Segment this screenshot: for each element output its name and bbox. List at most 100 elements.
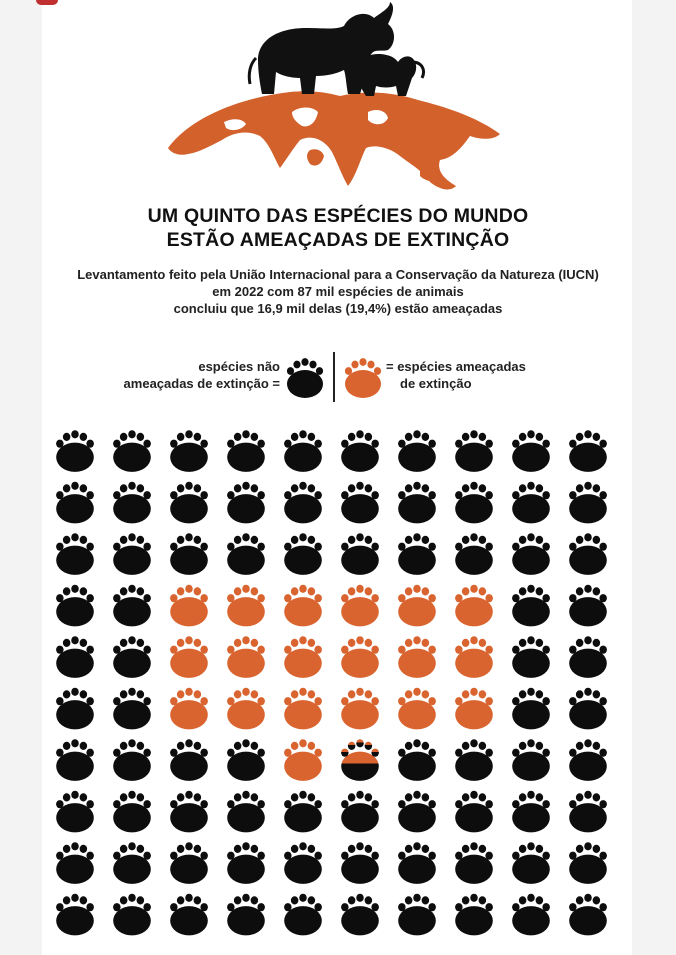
paw-icon	[512, 790, 550, 833]
paw-icon	[227, 584, 265, 627]
paw-icon	[170, 636, 208, 678]
paw-icon	[284, 430, 322, 472]
paw-icon	[344, 358, 382, 398]
paw-icon	[113, 533, 151, 575]
paw-icon	[569, 584, 607, 627]
paw-icon	[284, 636, 322, 678]
paw-icon	[398, 790, 436, 833]
subtitle-line-1: Levantamento feito pela União Internacio…	[77, 267, 599, 282]
frame-right	[632, 0, 676, 955]
subtitle-line-2: em 2022 com 87 mil espécies de animais	[212, 284, 464, 299]
paw-icon	[341, 790, 379, 833]
paw-icon	[56, 893, 94, 936]
paw-icon	[455, 533, 493, 575]
paw-icon	[227, 636, 265, 678]
paw-icon	[170, 893, 208, 936]
paw-icon	[341, 739, 379, 781]
paw-icon	[284, 842, 322, 884]
paw-icon	[227, 430, 265, 472]
paw-icon	[341, 584, 379, 627]
paw-icon	[569, 481, 607, 524]
paw-icon	[455, 739, 493, 781]
paw-icon	[170, 790, 208, 833]
title-line-1: UM QUINTO DAS ESPÉCIES DO MUNDO	[147, 205, 529, 227]
legend-divider	[333, 352, 335, 402]
paw-icon	[113, 739, 151, 781]
paw-icon	[512, 893, 550, 936]
paw-icon	[455, 430, 493, 472]
paw-icon	[398, 739, 436, 781]
paw-icon	[341, 430, 379, 472]
paw-icon	[113, 636, 151, 678]
title-line-2: ESTÃO AMEAÇADAS DE EXTINÇÃO	[166, 229, 510, 251]
paw-icon	[56, 584, 94, 627]
paw-icon	[341, 481, 379, 524]
paw-icon	[284, 481, 322, 524]
paw-icon	[113, 842, 151, 884]
subtitle: Levantamento feito pela União Internacio…	[0, 266, 676, 317]
legend-threatened-line-1: = espécies ameaçadas	[386, 359, 526, 374]
paw-icon	[569, 842, 607, 884]
paw-icon	[56, 481, 94, 524]
paw-icon	[569, 687, 607, 730]
paw-icon	[455, 584, 493, 627]
paw-icon	[512, 687, 550, 730]
paw-icon	[455, 842, 493, 884]
paw-icon	[113, 584, 151, 627]
world-map	[168, 91, 500, 190]
paw-icon	[455, 687, 493, 730]
paw-icon	[227, 790, 265, 833]
map-gaps	[224, 107, 388, 131]
paw-icon	[227, 533, 265, 575]
top-mark	[36, 0, 58, 5]
paw-icon	[284, 687, 322, 730]
paw-icon	[113, 481, 151, 524]
paw-icon	[56, 430, 94, 472]
paw-icon	[569, 739, 607, 781]
paw-icon	[512, 430, 550, 472]
paw-icon	[398, 687, 436, 730]
paw-icon	[284, 584, 322, 627]
paw-icon	[569, 430, 607, 472]
paw-icon	[341, 533, 379, 575]
paw-icon	[170, 533, 208, 575]
legend-threatened-label: = espécies ameaçadas de extinção	[386, 358, 586, 392]
paw-icon	[398, 893, 436, 936]
elephant-calf	[356, 54, 426, 96]
paw-icon	[56, 790, 94, 833]
paw-icon	[455, 481, 493, 524]
paw-icon	[284, 893, 322, 936]
paw-icon	[284, 790, 322, 833]
paw-icon	[512, 842, 550, 884]
paw-icon	[113, 687, 151, 730]
elephant-on-globe-icon	[168, 2, 500, 190]
paw-icon	[569, 790, 607, 833]
legend-not-threatened-line-2: ameaçadas de extinção =	[123, 376, 280, 391]
paw-icon	[455, 790, 493, 833]
paw-icon	[398, 430, 436, 472]
subtitle-line-3: concluiu que 16,9 mil delas (19,4%) estã…	[173, 301, 503, 316]
paw-icon	[569, 636, 607, 678]
legend-threatened-line-2: de extinção	[400, 376, 472, 391]
paw-icon	[56, 533, 94, 575]
paw-icon	[227, 893, 265, 936]
paw-icon	[113, 430, 151, 472]
paw-icon	[170, 687, 208, 730]
paw-icon	[170, 842, 208, 884]
paw-icon	[455, 893, 493, 936]
paw-icon	[398, 636, 436, 678]
paw-icon	[227, 687, 265, 730]
paw-grid	[56, 430, 607, 936]
paw-icon	[341, 893, 379, 936]
paw-icon	[170, 481, 208, 524]
paw-icon	[56, 636, 94, 678]
paw-icon	[56, 739, 94, 781]
paw-icon	[341, 842, 379, 884]
paw-icon	[286, 358, 324, 398]
paw-icon	[512, 481, 550, 524]
frame-left	[0, 0, 42, 955]
legend-not-threatened-label: espécies não ameaçadas de extinção =	[100, 358, 280, 392]
paw-icon	[170, 584, 208, 627]
paw-icon	[398, 584, 436, 627]
paw-icon	[56, 687, 94, 730]
